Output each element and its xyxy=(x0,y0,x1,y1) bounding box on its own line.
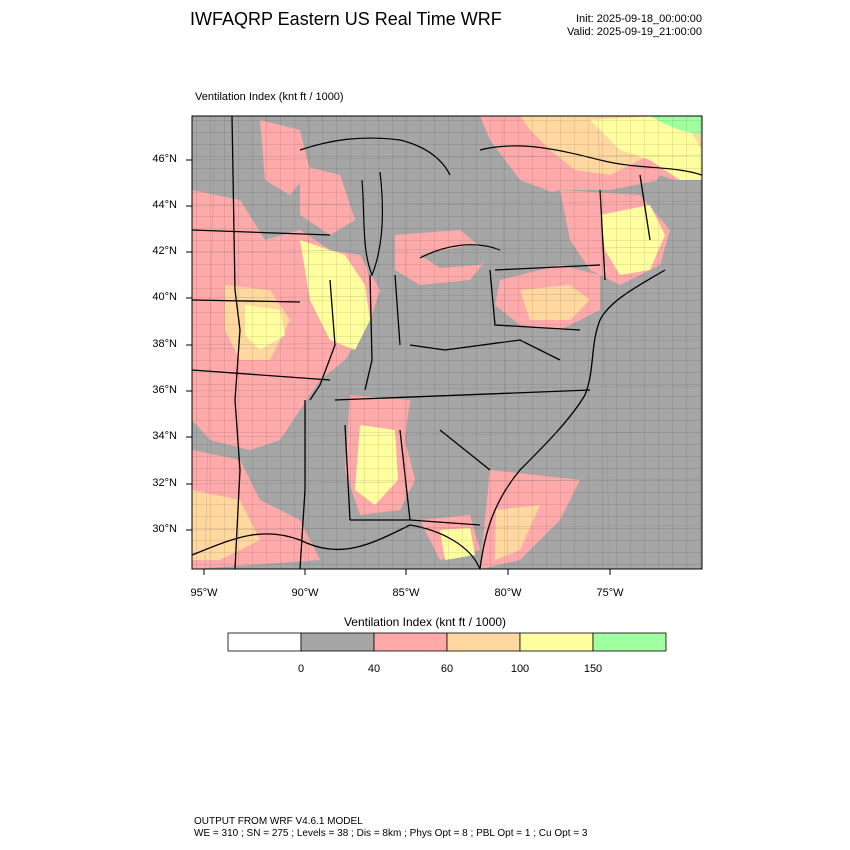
lon-label: 80°W xyxy=(494,587,522,599)
init-time: Init: 2025-09-18_00:00:00 xyxy=(576,13,702,25)
lake-superior-shore xyxy=(299,137,451,176)
lon-ticks xyxy=(203,569,611,575)
graticule xyxy=(192,116,702,569)
lat-label: 34°N xyxy=(152,430,177,442)
lat-label: 32°N xyxy=(152,477,177,489)
valid-time: Valid: 2025-09-19_21:00:00 xyxy=(567,26,702,38)
state-boundaries xyxy=(192,116,651,569)
colorbar-tick-label: 100 xyxy=(510,663,530,675)
colorbar-title: Ventilation Index (knt ft / 1000) xyxy=(343,615,507,629)
lat-label: 46°N xyxy=(152,153,177,165)
colorbar-tick-label: 40 xyxy=(367,663,381,675)
plot-title: IWFAQRP Eastern US Real Time WRF xyxy=(190,9,502,29)
model-info: OUTPUT FROM WRF V4.6.1 MODEL WE = 310 ; … xyxy=(194,816,587,840)
colorbar-tick-label: 150 xyxy=(583,663,603,675)
colorbar xyxy=(227,632,667,652)
colorbar-bin xyxy=(373,632,448,652)
lon-label: 85°W xyxy=(392,587,420,599)
canada-border xyxy=(479,145,702,176)
lat-label: 30°N xyxy=(152,523,177,535)
colorbar-bin xyxy=(446,632,521,652)
lat-label: 38°N xyxy=(152,338,177,350)
lon-label: 75°W xyxy=(596,587,624,599)
lon-label: 95°W xyxy=(190,587,218,599)
lake-erie-shore xyxy=(419,244,501,259)
map-frame xyxy=(191,115,703,570)
lat-label: 40°N xyxy=(152,291,177,303)
lat-label: 42°N xyxy=(152,245,177,257)
run-times: Init: 2025-09-18_00:00:00 Valid: 2025-09… xyxy=(567,13,702,39)
model-version: OUTPUT FROM WRF V4.6.1 MODEL xyxy=(194,816,363,827)
map-field xyxy=(192,116,702,569)
colorbar-bin xyxy=(592,632,667,652)
lake-michigan-shore xyxy=(361,171,383,277)
colorbar-bin xyxy=(300,632,375,652)
atlantic-coastline xyxy=(479,269,666,569)
lat-label: 44°N xyxy=(152,199,177,211)
colorbar-bin xyxy=(227,632,302,652)
lat-ticks xyxy=(186,159,192,531)
colorbar-tick-label: 60 xyxy=(440,663,454,675)
map-variable-label: Ventilation Index (knt ft / 1000) xyxy=(195,91,344,103)
lat-label: 36°N xyxy=(152,384,177,396)
colorbar-bin xyxy=(519,632,594,652)
lon-label: 90°W xyxy=(291,587,319,599)
model-config: WE = 310 ; SN = 275 ; Levels = 38 ; Dis … xyxy=(194,828,588,839)
gulf-coastline xyxy=(192,524,481,569)
colorbar-tick-label: 0 xyxy=(297,663,305,675)
